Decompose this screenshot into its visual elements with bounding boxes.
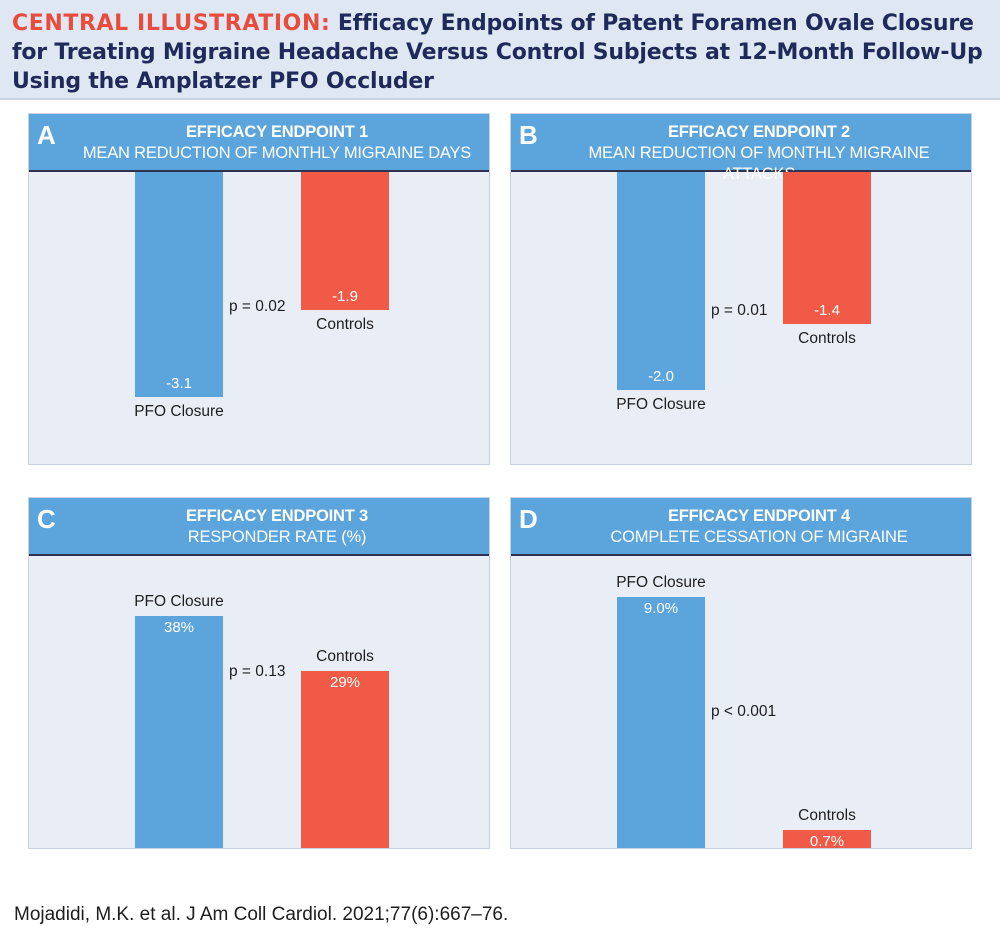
panel-c-category-label-controls: Controls (316, 648, 374, 666)
panel-b-value-label-pfo-closure: -2.0 (648, 367, 674, 385)
panel-c-title-line2: RESPONDER RATE (%) (187, 528, 367, 546)
panel-a-bar-controls (301, 172, 389, 310)
panel-b-bar-pfo-closure (617, 172, 705, 390)
panel-c-title: EFFICACY ENDPOINT 3 RESPONDER RATE (%) (69, 506, 485, 548)
panel-b-bar-controls (783, 172, 871, 325)
illustration-header: CENTRAL ILLUSTRATION: Efficacy Endpoints… (0, 0, 1000, 100)
panel-b-category-label-controls: Controls (798, 330, 856, 348)
panel-c-p-value: p = 0.13 (229, 663, 286, 681)
panel-b-category-label-pfo-closure: PFO Closure (616, 395, 706, 413)
panel-a-letter: A (37, 120, 56, 150)
panel-d-letter: D (519, 504, 538, 534)
panel-b-value-label-controls: -1.4 (814, 302, 840, 320)
panel-d-bar-pfo-closure (617, 596, 705, 848)
panel-b-header: B EFFICACY ENDPOINT 2 MEAN REDUCTION OF … (511, 114, 971, 183)
panel-d-category-label-controls: Controls (798, 807, 856, 825)
panel-b-title-line2: MEAN REDUCTION OF MONTHLY MIGRAINE ATTAC… (588, 144, 930, 183)
panel-d: D EFFICACY ENDPOINT 4 COMPLETE CESSATION… (510, 497, 972, 849)
panel-c-bar-controls (301, 671, 389, 848)
panel-a-header: A EFFICACY ENDPOINT 1 MEAN REDUCTION OF … (29, 114, 489, 172)
panel-a-title: EFFICACY ENDPOINT 1 MEAN REDUCTION OF MO… (69, 122, 485, 164)
panel-d-title: EFFICACY ENDPOINT 4 COMPLETE CESSATION O… (551, 506, 967, 548)
panel-d-plot: 9.0% PFO Closure 0.7% Controls p < 0.001 (511, 556, 971, 849)
panel-d-title-line2: COMPLETE CESSATION OF MIGRAINE (610, 528, 908, 546)
panel-a-plot: -3.1 PFO Closure -1.9 Controls p = 0.02 (29, 172, 489, 464)
panel-d-p-value: p < 0.001 (711, 703, 777, 721)
panel-d-value-label-controls: 0.7% (809, 833, 845, 849)
panel-a-value-label-pfo-closure: -3.1 (166, 374, 192, 392)
panel-a-category-label-pfo-closure: PFO Closure (134, 402, 224, 420)
illustration-title: CENTRAL ILLUSTRATION: Efficacy Endpoints… (12, 9, 987, 96)
illustration-lead: CENTRAL ILLUSTRATION: (12, 11, 331, 36)
panel-c-value-label-pfo-closure: 38% (163, 618, 195, 636)
panel-c-header: C EFFICACY ENDPOINT 3 RESPONDER RATE (%) (29, 498, 489, 556)
panel-b: B EFFICACY ENDPOINT 2 MEAN REDUCTION OF … (510, 113, 972, 465)
panel-c-title-line1: EFFICACY ENDPOINT 3 (185, 507, 368, 525)
panel-c-bar-pfo-closure (135, 615, 223, 848)
panel-c-value-label-controls: 29% (329, 674, 361, 692)
panel-d-title-line1: EFFICACY ENDPOINT 4 (667, 507, 850, 525)
panel-a-category-label-controls: Controls (316, 315, 374, 333)
panel-b-p-value: p = 0.01 (711, 301, 768, 319)
panel-d-category-label-pfo-closure: PFO Closure (616, 573, 706, 591)
panel-d-value-label-pfo-closure: 9.0% (643, 599, 679, 617)
panel-a: A EFFICACY ENDPOINT 1 MEAN REDUCTION OF … (28, 113, 490, 465)
panel-b-plot: -2.0 PFO Closure -1.4 Controls p = 0.01 (511, 172, 971, 464)
panel-a-title-line1: EFFICACY ENDPOINT 1 (185, 123, 368, 141)
panel-d-header: D EFFICACY ENDPOINT 4 COMPLETE CESSATION… (511, 498, 971, 556)
panel-a-p-value: p = 0.02 (229, 298, 286, 316)
panel-c-category-label-pfo-closure: PFO Closure (134, 592, 224, 610)
panel-c-letter: C (37, 504, 56, 534)
panel-c-plot: 38% PFO Closure 29% Controls p = 0.13 (29, 556, 489, 848)
panel-d-bar-controls (783, 830, 871, 848)
panel-b-title-line1: EFFICACY ENDPOINT 2 (667, 123, 850, 141)
panel-c: C EFFICACY ENDPOINT 3 RESPONDER RATE (%)… (28, 497, 490, 849)
panel-a-bar-pfo-closure (135, 172, 223, 397)
illustration-title-text: Efficacy Endpoints of Patent Foramen Ova… (12, 11, 983, 94)
citation: Mojadidi, M.K. et al. J Am Coll Cardiol.… (14, 904, 509, 925)
panel-b-title: EFFICACY ENDPOINT 2 MEAN REDUCTION OF MO… (551, 122, 967, 185)
panel-a-value-label-controls: -1.9 (332, 287, 358, 305)
panel-a-title-line2: MEAN REDUCTION OF MONTHLY MIGRAINE DAYS (82, 144, 472, 162)
panel-b-letter: B (519, 120, 538, 150)
